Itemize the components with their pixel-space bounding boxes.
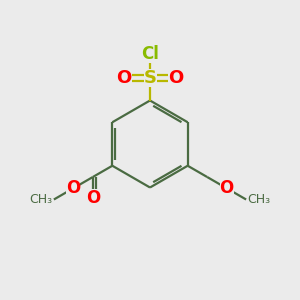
Text: O: O [86, 189, 100, 207]
Text: Cl: Cl [141, 45, 159, 63]
Text: CH₃: CH₃ [29, 193, 52, 206]
Text: O: O [220, 179, 234, 197]
Text: O: O [116, 69, 132, 87]
Text: O: O [168, 69, 184, 87]
Text: CH₃: CH₃ [248, 193, 271, 206]
Text: S: S [143, 69, 157, 87]
Text: O: O [66, 179, 80, 197]
